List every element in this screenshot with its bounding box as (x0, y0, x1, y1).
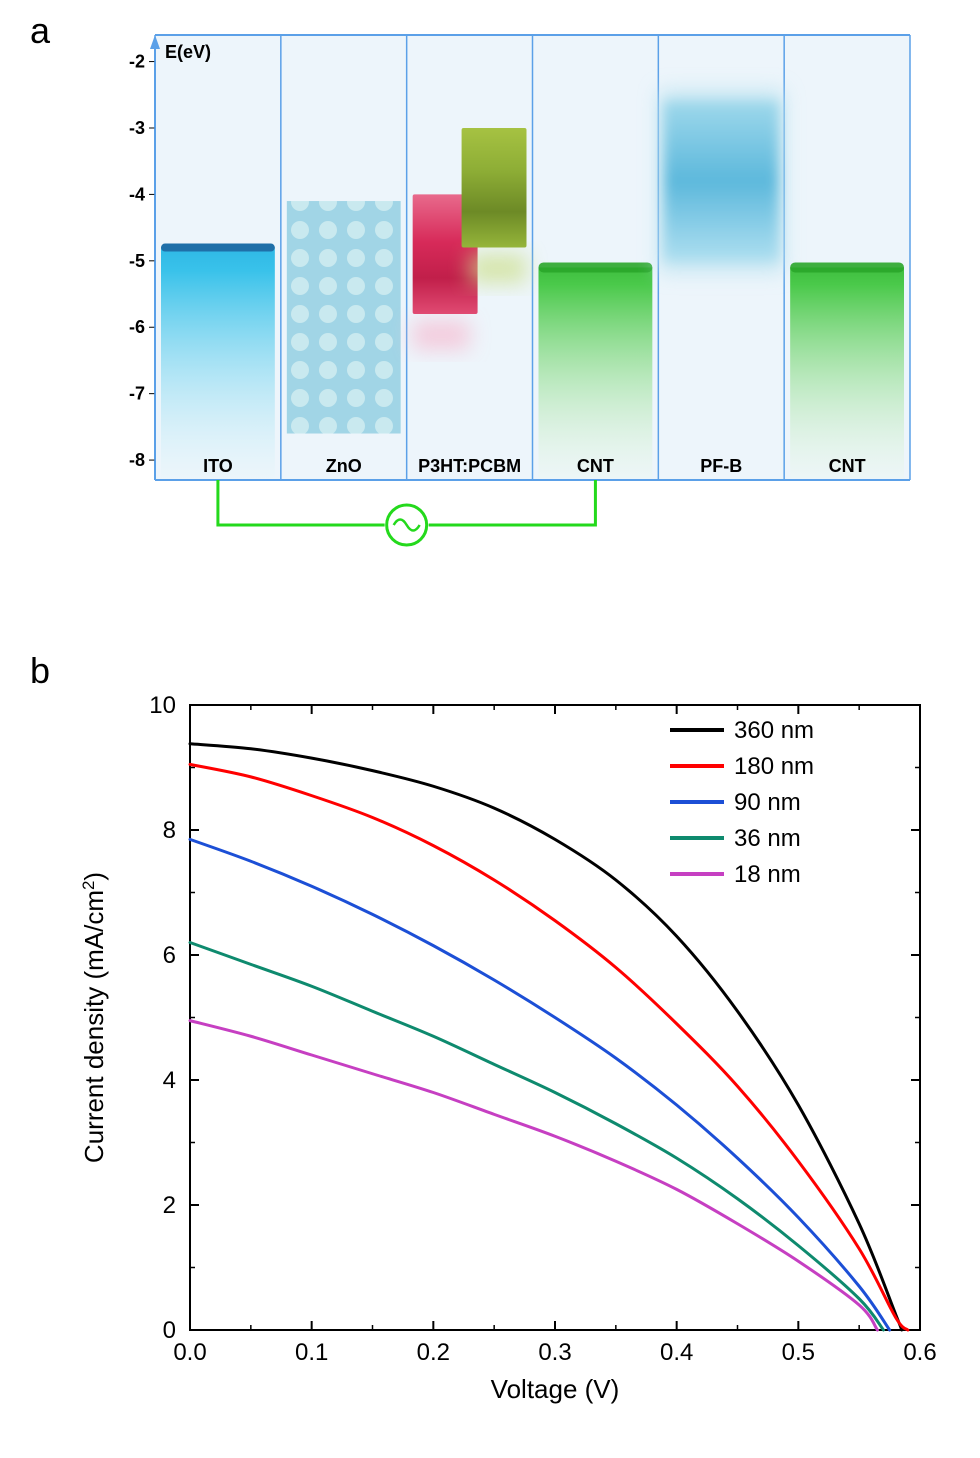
svg-text:ITO: ITO (203, 456, 233, 476)
svg-text:360 nm: 360 nm (734, 717, 814, 744)
svg-text:P3HT:PCBM: P3HT:PCBM (418, 456, 521, 476)
svg-text:90 nm: 90 nm (734, 789, 801, 816)
svg-text:-2: -2 (129, 52, 145, 72)
svg-text:4: 4 (163, 1067, 176, 1094)
svg-text:0.0: 0.0 (173, 1339, 206, 1366)
svg-text:ZnO: ZnO (326, 456, 362, 476)
svg-text:-5: -5 (129, 251, 145, 271)
svg-text:Current density (mA/cm2): Current density (mA/cm2) (79, 872, 109, 1163)
jv-chart: 0.0 0.1 0.2 0.3 0.4 0.5 0.6 0 2 4 6 8 10 Voltage (V) C… (55, 670, 945, 1430)
svg-text:36 nm: 36 nm (734, 825, 801, 852)
svg-text:-3: -3 (129, 118, 145, 138)
svg-text:CNT: CNT (577, 456, 614, 476)
svg-text:-4: -4 (129, 184, 145, 204)
svg-text:10: 10 (149, 692, 176, 719)
svg-text:PF-B: PF-B (700, 456, 742, 476)
panel-label-a: a (30, 10, 50, 52)
svg-text:0.3: 0.3 (538, 1339, 571, 1366)
svg-text:-7: -7 (129, 384, 145, 404)
svg-text:0.1: 0.1 (295, 1339, 328, 1366)
svg-text:E(eV): E(eV) (165, 42, 211, 62)
svg-text:6: 6 (163, 942, 176, 969)
svg-text:-6: -6 (129, 317, 145, 337)
svg-text:2: 2 (163, 1192, 176, 1219)
svg-text:0.4: 0.4 (660, 1339, 693, 1366)
svg-text:0.6: 0.6 (903, 1339, 936, 1366)
svg-text:0.2: 0.2 (417, 1339, 450, 1366)
svg-text:180 nm: 180 nm (734, 753, 814, 780)
panel-label-b: b (30, 650, 50, 692)
svg-text:18 nm: 18 nm (734, 861, 801, 888)
energy-diagram: -2 -3 -4 -5 -6 -7 -8 E(eV) ITO ZnO P3HT:PCBM CNT PF-… (90, 20, 920, 580)
svg-text:-8: -8 (129, 450, 145, 470)
svg-text:CNT: CNT (829, 456, 866, 476)
svg-text:0: 0 (163, 1317, 176, 1344)
svg-text:0.5: 0.5 (782, 1339, 815, 1366)
svg-text:Voltage (V): Voltage (V) (491, 1374, 620, 1404)
svg-text:8: 8 (163, 817, 176, 844)
